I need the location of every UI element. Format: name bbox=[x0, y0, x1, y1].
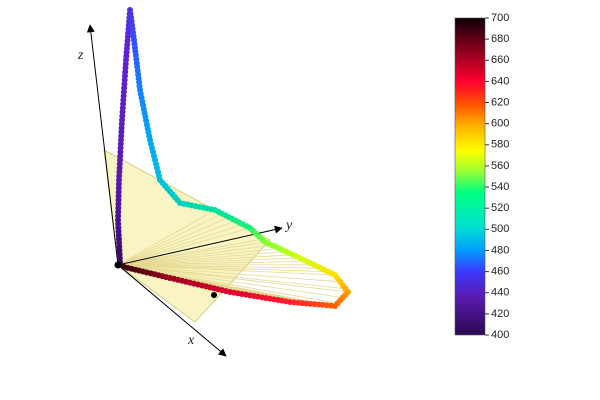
colorbar-tick-label: 600 bbox=[491, 118, 509, 130]
marker-point bbox=[211, 292, 217, 298]
projection-line bbox=[117, 244, 273, 266]
projection-line bbox=[117, 264, 346, 289]
locus-point bbox=[120, 263, 127, 270]
spectral-locus bbox=[114, 7, 351, 309]
projection-line bbox=[117, 248, 280, 266]
colorbar bbox=[454, 17, 486, 336]
projection-line bbox=[117, 264, 336, 276]
colorbar-tick-label: 400 bbox=[491, 329, 509, 341]
colorbar-tick-label: 440 bbox=[491, 287, 509, 299]
projection-line bbox=[117, 216, 230, 266]
projection-line bbox=[117, 220, 237, 266]
colorbar-tick-label: 420 bbox=[491, 308, 509, 320]
projection-line bbox=[117, 224, 244, 266]
colorbar-tick-label: 640 bbox=[491, 75, 509, 87]
projection-line bbox=[117, 264, 341, 283]
projection-line bbox=[117, 264, 322, 269]
projection-line bbox=[117, 264, 349, 293]
projection-line bbox=[117, 213, 223, 266]
colorbar-tick-label: 620 bbox=[491, 96, 509, 108]
y-axis-label: y bbox=[284, 218, 293, 233]
projection-line bbox=[117, 264, 343, 298]
projection-line bbox=[117, 264, 329, 272]
x-axis bbox=[117, 264, 227, 357]
colorbar-tick-label: 560 bbox=[491, 160, 509, 172]
z-axis bbox=[86, 24, 119, 266]
colorbar-ticks: 400 420 440 460 480 500 520 540 560 580 600 620 640 6… bbox=[485, 12, 509, 341]
x-axis-label: x bbox=[187, 333, 195, 348]
colorbar-tick-label: 580 bbox=[491, 139, 509, 151]
colorbar-tick-label: 520 bbox=[491, 202, 509, 214]
projection-line bbox=[117, 254, 294, 266]
origin-point bbox=[114, 261, 122, 269]
projection-line bbox=[117, 241, 266, 266]
colorbar-tick-label: 660 bbox=[491, 54, 509, 66]
projection-line bbox=[117, 238, 263, 266]
projection-line bbox=[117, 209, 216, 266]
projection-line bbox=[117, 261, 308, 266]
colorbar-tick-label: 540 bbox=[491, 181, 509, 193]
z-axis-label: z bbox=[77, 48, 84, 63]
projection-line bbox=[117, 227, 251, 266]
colorbar-tick-label: 480 bbox=[491, 244, 509, 256]
plot-3d: z y x bbox=[77, 7, 351, 357]
projection-line bbox=[117, 251, 287, 266]
colorbar-tick-label: 460 bbox=[491, 266, 509, 278]
colorbar-tick-label: 500 bbox=[491, 223, 509, 235]
projection-line bbox=[117, 257, 301, 266]
colorbar-tick-label: 680 bbox=[491, 33, 509, 45]
colorbar-tick-label: 700 bbox=[491, 12, 509, 24]
